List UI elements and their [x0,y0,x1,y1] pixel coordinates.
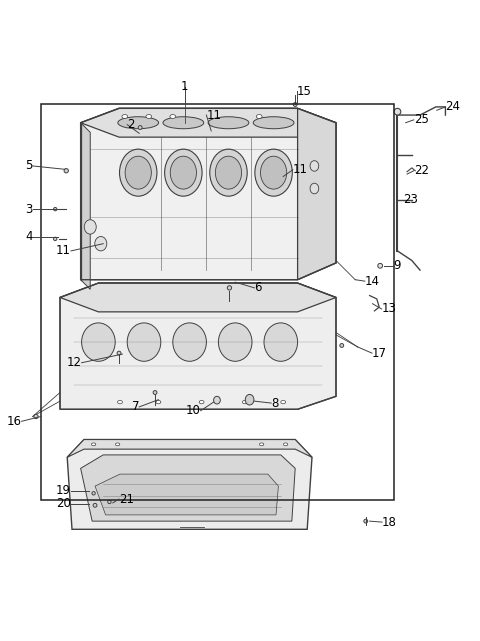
Text: 11: 11 [56,244,71,258]
Ellipse shape [118,117,158,129]
Ellipse shape [199,401,204,404]
Ellipse shape [146,115,152,119]
Text: 24: 24 [445,101,460,113]
Ellipse shape [216,156,241,189]
Ellipse shape [120,149,157,196]
Ellipse shape [163,117,204,129]
Text: 9: 9 [394,259,401,272]
Ellipse shape [54,237,57,240]
Polygon shape [95,474,278,515]
Bar [41,104,394,499]
Text: 11: 11 [206,108,221,122]
Ellipse shape [208,117,249,129]
Ellipse shape [259,443,264,445]
Polygon shape [81,455,295,521]
Text: 20: 20 [56,497,71,510]
Ellipse shape [378,263,383,268]
Ellipse shape [93,503,97,507]
Polygon shape [60,283,336,312]
Ellipse shape [34,414,38,419]
Polygon shape [67,440,312,457]
Ellipse shape [108,500,111,504]
Text: 6: 6 [254,281,262,294]
Text: 14: 14 [365,274,380,288]
Ellipse shape [293,103,297,106]
Polygon shape [81,108,336,137]
Ellipse shape [264,323,298,362]
Text: 1: 1 [181,80,189,93]
Text: 11: 11 [293,163,308,176]
Ellipse shape [256,115,262,119]
Ellipse shape [242,401,247,404]
Ellipse shape [153,390,157,394]
Ellipse shape [84,220,96,234]
Ellipse shape [115,443,120,445]
Ellipse shape [95,237,107,251]
Ellipse shape [127,323,161,362]
Text: 18: 18 [382,515,397,529]
Ellipse shape [118,401,122,404]
Ellipse shape [255,149,292,196]
Text: 4: 4 [25,230,33,243]
Ellipse shape [210,149,247,196]
Text: 23: 23 [403,193,418,206]
Ellipse shape [117,351,121,355]
Ellipse shape [122,115,128,119]
Text: 12: 12 [67,356,82,369]
Ellipse shape [138,126,142,129]
Ellipse shape [310,183,319,194]
Ellipse shape [125,156,151,189]
Ellipse shape [170,115,176,119]
Ellipse shape [253,117,294,129]
Text: 19: 19 [56,485,71,497]
Text: 25: 25 [414,113,429,126]
Ellipse shape [340,344,344,347]
Text: 22: 22 [414,164,429,178]
Ellipse shape [364,519,368,523]
Text: 8: 8 [271,397,278,410]
Ellipse shape [173,323,206,362]
Ellipse shape [214,396,220,404]
Text: 7: 7 [132,401,139,413]
Text: 16: 16 [7,415,22,428]
Ellipse shape [281,401,286,404]
Text: 10: 10 [186,404,201,417]
Ellipse shape [245,394,254,405]
Ellipse shape [156,401,161,404]
Polygon shape [298,108,336,279]
Ellipse shape [170,156,196,189]
Ellipse shape [54,208,57,211]
Ellipse shape [283,443,288,445]
Text: 2: 2 [127,118,135,131]
Text: 13: 13 [382,303,396,315]
Ellipse shape [64,169,69,173]
Ellipse shape [82,323,115,362]
Ellipse shape [218,323,252,362]
Ellipse shape [310,161,319,171]
Text: 5: 5 [25,160,33,172]
Ellipse shape [92,492,96,495]
Ellipse shape [92,443,96,445]
Polygon shape [60,283,336,410]
Ellipse shape [165,149,202,196]
Polygon shape [81,122,90,289]
Text: 3: 3 [25,203,33,215]
Polygon shape [81,108,336,279]
Text: 21: 21 [119,492,134,506]
Ellipse shape [394,108,401,115]
Text: 15: 15 [297,85,312,97]
Ellipse shape [261,156,287,189]
Polygon shape [67,440,312,529]
Ellipse shape [228,286,232,290]
Text: 17: 17 [372,347,387,360]
